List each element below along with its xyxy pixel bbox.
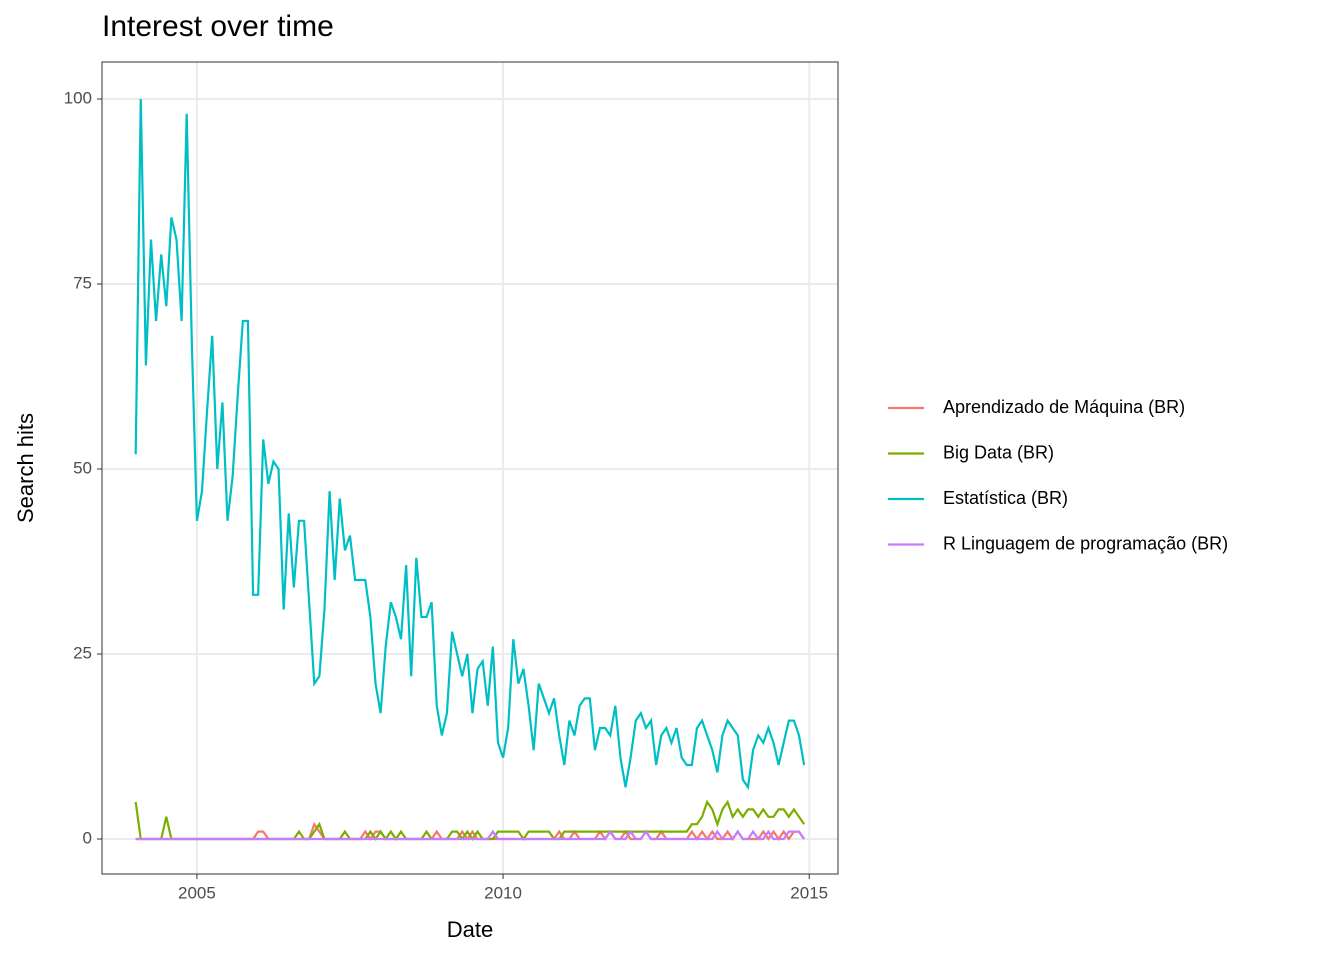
x-tick-label: 2005 (178, 883, 216, 902)
legend-label: R Linguagem de programação (BR) (943, 533, 1228, 553)
y-tick-label: 0 (83, 828, 92, 847)
y-tick-label: 50 (73, 458, 92, 477)
y-tick-label: 100 (64, 88, 92, 107)
x-tick-label: 2015 (790, 883, 828, 902)
series-line (135, 829, 806, 841)
legend-label: Estatística (BR) (943, 488, 1068, 508)
chart-title: Interest over time (102, 10, 334, 43)
y-tick-label: 25 (73, 643, 92, 662)
legend-label: Aprendizado de Máquina (BR) (943, 397, 1185, 417)
x-axis-label: Date (447, 917, 493, 942)
x-tick-label: 2010 (484, 883, 522, 902)
plot-border (101, 61, 839, 875)
series-line (134, 98, 806, 791)
y-axis-label: Search hits (13, 413, 38, 523)
y-tick-label: 75 (73, 273, 92, 292)
legend-label: Big Data (BR) (943, 442, 1054, 462)
